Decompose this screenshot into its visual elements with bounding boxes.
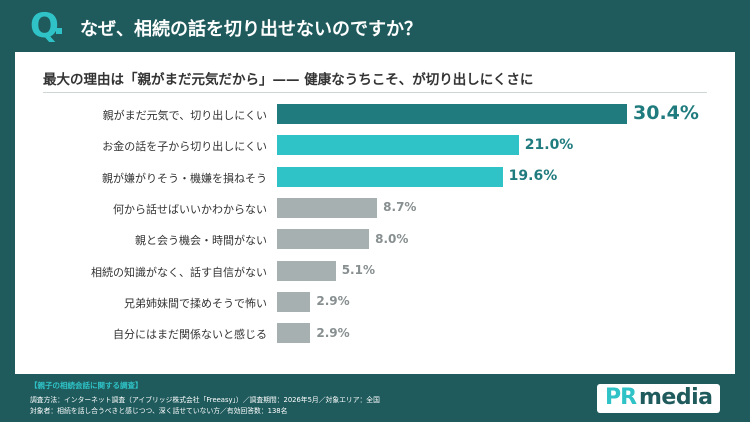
survey-heading: 【親子の相続会話に関する調査】 xyxy=(30,381,143,390)
bar-chart: 親がまだ元気で、切り出しにくい 30.4% お金の話を子から切り出しにくい 21.0%… xyxy=(15,52,735,374)
subtitle-divider xyxy=(43,92,707,93)
value-label: 2.9% xyxy=(316,325,350,340)
value-label: 21.0% xyxy=(524,136,574,153)
q-mark: Q xyxy=(30,6,59,46)
value-label: 8.7% xyxy=(383,200,417,215)
header-bar: Q なぜ、相続の話を切り出せないのですか？ xyxy=(0,0,750,52)
value-label: 30.4% xyxy=(633,102,699,125)
chart-panel: 最大の理由は「親がまだ元気だから」—— 健康なうちこそ、が切り出しにくさに 親が… xyxy=(15,52,735,374)
category-label: 自分にはまだ関係ないと感じる xyxy=(113,328,267,342)
value-label: 2.9% xyxy=(316,294,350,309)
q-dot-icon xyxy=(56,28,62,34)
category-label: 親が嫌がりそう・機嫌を損ねそう xyxy=(102,171,267,185)
category-label: 相続の知識がなく、話す自信がない xyxy=(91,265,267,279)
category-label: 何から話せばいいかわからない xyxy=(113,202,267,216)
category-label: 親がまだ元気で、切り出しにくい xyxy=(102,109,267,122)
bar xyxy=(277,291,311,312)
survey-method-line: 調査方法：インターネット調査（アイブリッジ株式会社「Freeasy」）／調査期間… xyxy=(30,396,380,404)
category-label: 兄弟姉妹間で揉めそうで怖い xyxy=(124,296,267,310)
bar xyxy=(277,323,311,344)
bar xyxy=(277,260,336,281)
logo-pr-text: PR xyxy=(605,385,637,410)
footer-bar: 【親子の相続会話に関する調査】 調査方法：インターネット調査（アイブリッジ株式会… xyxy=(0,374,750,422)
logo-media-text: media xyxy=(639,385,713,410)
category-label: 親と会う機会・時間がない xyxy=(135,234,267,248)
bar xyxy=(277,166,503,187)
value-label: 8.0% xyxy=(375,231,409,246)
bar xyxy=(277,229,370,250)
prmedia-logo: PR media xyxy=(597,384,720,413)
page-title: なぜ、相続の話を切り出せないのですか？ xyxy=(80,19,422,40)
bar xyxy=(277,197,378,218)
bar xyxy=(277,104,627,124)
category-label: お金の話を子から切り出しにくい xyxy=(102,140,267,154)
survey-target-line: 対象者：相続を話し合うべきと感じつつ、深く話せていない方／有効回答数：138名 xyxy=(30,407,288,415)
value-label: 5.1% xyxy=(341,263,375,278)
value-label: 19.6% xyxy=(508,167,558,184)
chart-subtitle: 最大の理由は「親がまだ元気だから」—— 健康なうちこそ、が切り出しにくさに xyxy=(43,72,534,88)
bar xyxy=(277,135,519,156)
